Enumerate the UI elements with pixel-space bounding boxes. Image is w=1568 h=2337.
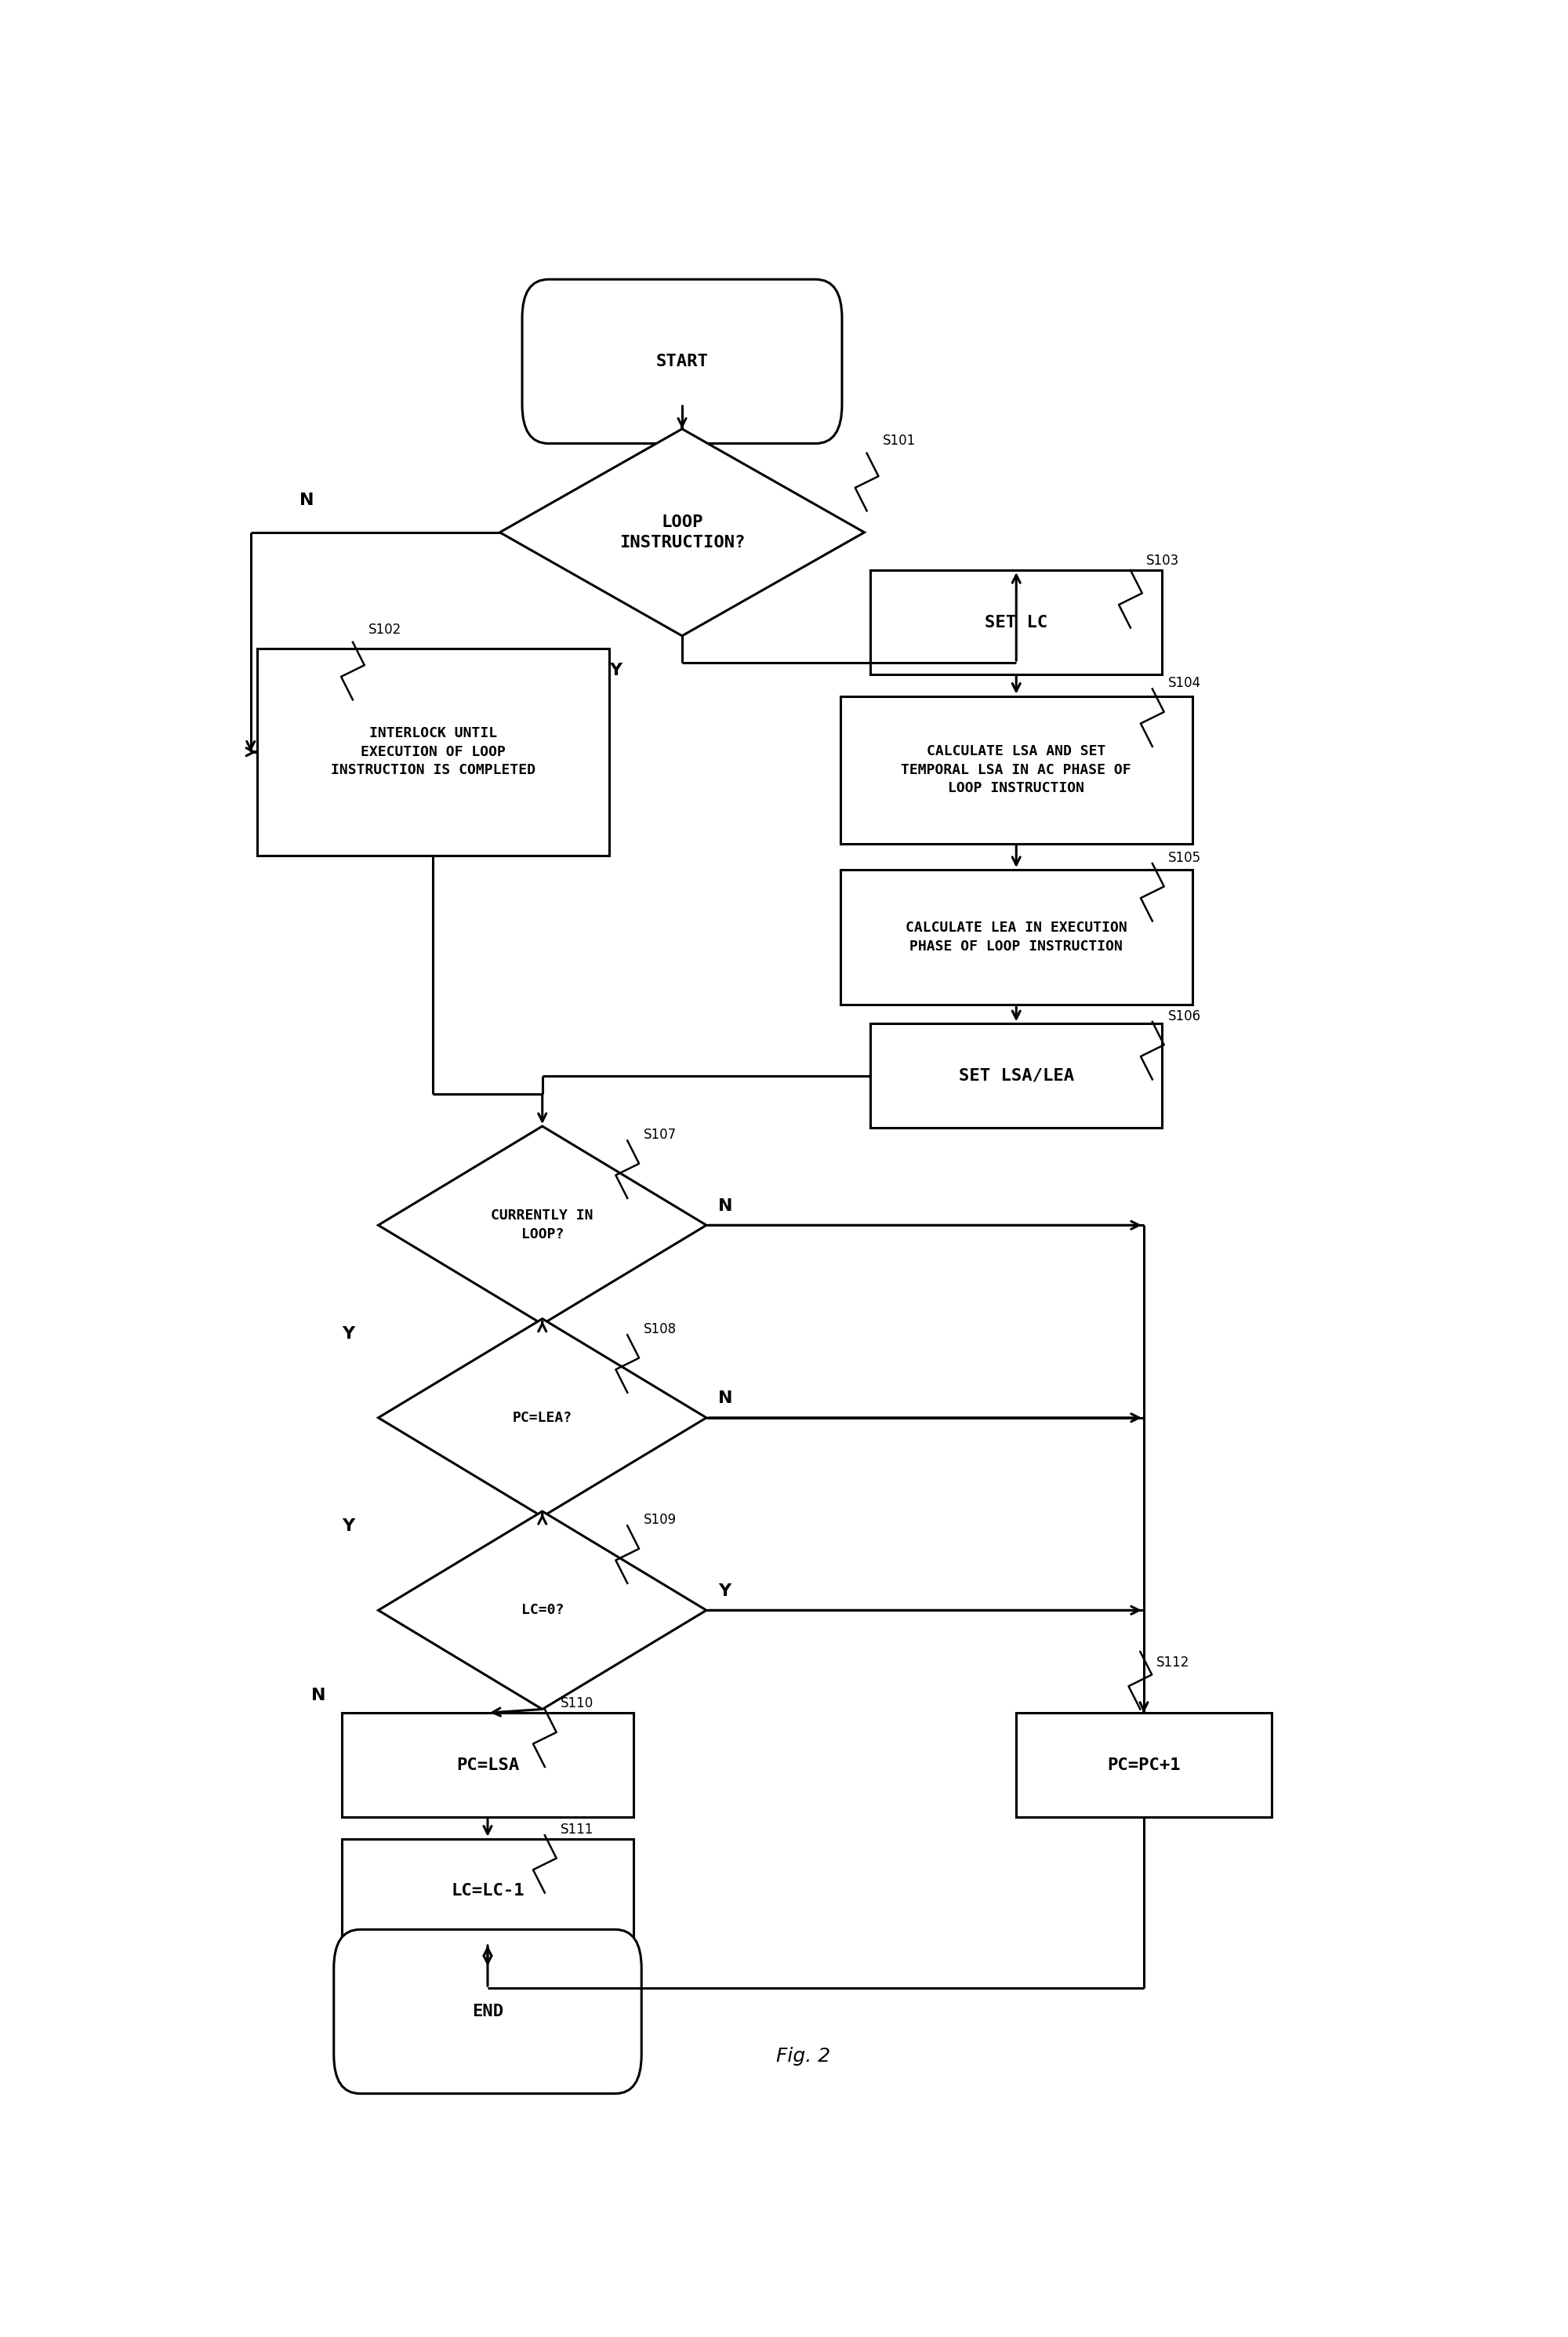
Text: Y: Y	[342, 1325, 354, 1341]
Text: PC=LEA?: PC=LEA?	[513, 1412, 572, 1426]
Text: S108: S108	[643, 1323, 676, 1337]
Text: S106: S106	[1168, 1010, 1201, 1024]
Text: LC=0?: LC=0?	[521, 1603, 563, 1617]
Text: S104: S104	[1168, 675, 1201, 689]
Polygon shape	[378, 1318, 706, 1517]
Text: SET LSA/LEA: SET LSA/LEA	[958, 1068, 1074, 1084]
Bar	[870, 570, 1162, 675]
Text: Y: Y	[608, 664, 622, 678]
Text: PC=PC+1: PC=PC+1	[1107, 1757, 1181, 1774]
Text: S102: S102	[368, 622, 401, 636]
Polygon shape	[378, 1126, 706, 1325]
Text: S109: S109	[643, 1512, 676, 1526]
Text: INTERLOCK UNTIL
EXECUTION OF LOOP
INSTRUCTION IS COMPLETED: INTERLOCK UNTIL EXECUTION OF LOOP INSTRU…	[331, 727, 535, 778]
Text: END: END	[472, 2003, 503, 2019]
Bar	[840, 869, 1193, 1005]
Text: CURRENTLY IN
LOOP?: CURRENTLY IN LOOP?	[491, 1208, 593, 1241]
Text: S105: S105	[1168, 851, 1201, 865]
Text: S111: S111	[561, 1823, 594, 1837]
Polygon shape	[378, 1512, 706, 1708]
Bar	[342, 1713, 633, 1818]
FancyBboxPatch shape	[334, 1930, 641, 2094]
Text: CALCULATE LSA AND SET
TEMPORAL LSA IN AC PHASE OF
LOOP INSTRUCTION: CALCULATE LSA AND SET TEMPORAL LSA IN AC…	[902, 746, 1132, 795]
Text: S112: S112	[1156, 1655, 1189, 1669]
Bar	[840, 696, 1193, 844]
Text: LOOP
INSTRUCTION?: LOOP INSTRUCTION?	[619, 514, 745, 552]
Text: N: N	[312, 1687, 326, 1704]
Text: SET LC: SET LC	[985, 615, 1047, 631]
Text: N: N	[718, 1391, 734, 1407]
Text: Fig. 2: Fig. 2	[776, 2047, 831, 2066]
Text: S101: S101	[883, 432, 916, 446]
Text: N: N	[299, 493, 314, 509]
Bar	[1016, 1713, 1272, 1818]
Text: Y: Y	[342, 1519, 354, 1533]
Text: PC=LSA: PC=LSA	[456, 1757, 519, 1774]
FancyBboxPatch shape	[522, 280, 842, 444]
Text: S107: S107	[643, 1129, 676, 1143]
Text: N: N	[718, 1199, 734, 1213]
Text: Y: Y	[718, 1584, 731, 1599]
Bar	[870, 1024, 1162, 1129]
Text: START: START	[655, 353, 709, 369]
Bar	[257, 647, 608, 855]
Polygon shape	[500, 430, 864, 636]
Bar	[342, 1839, 633, 1942]
Text: LC=LC-1: LC=LC-1	[452, 1884, 524, 1900]
Text: S103: S103	[1146, 554, 1179, 568]
Text: S110: S110	[561, 1697, 594, 1711]
Text: CALCULATE LEA IN EXECUTION
PHASE OF LOOP INSTRUCTION: CALCULATE LEA IN EXECUTION PHASE OF LOOP…	[905, 921, 1127, 953]
